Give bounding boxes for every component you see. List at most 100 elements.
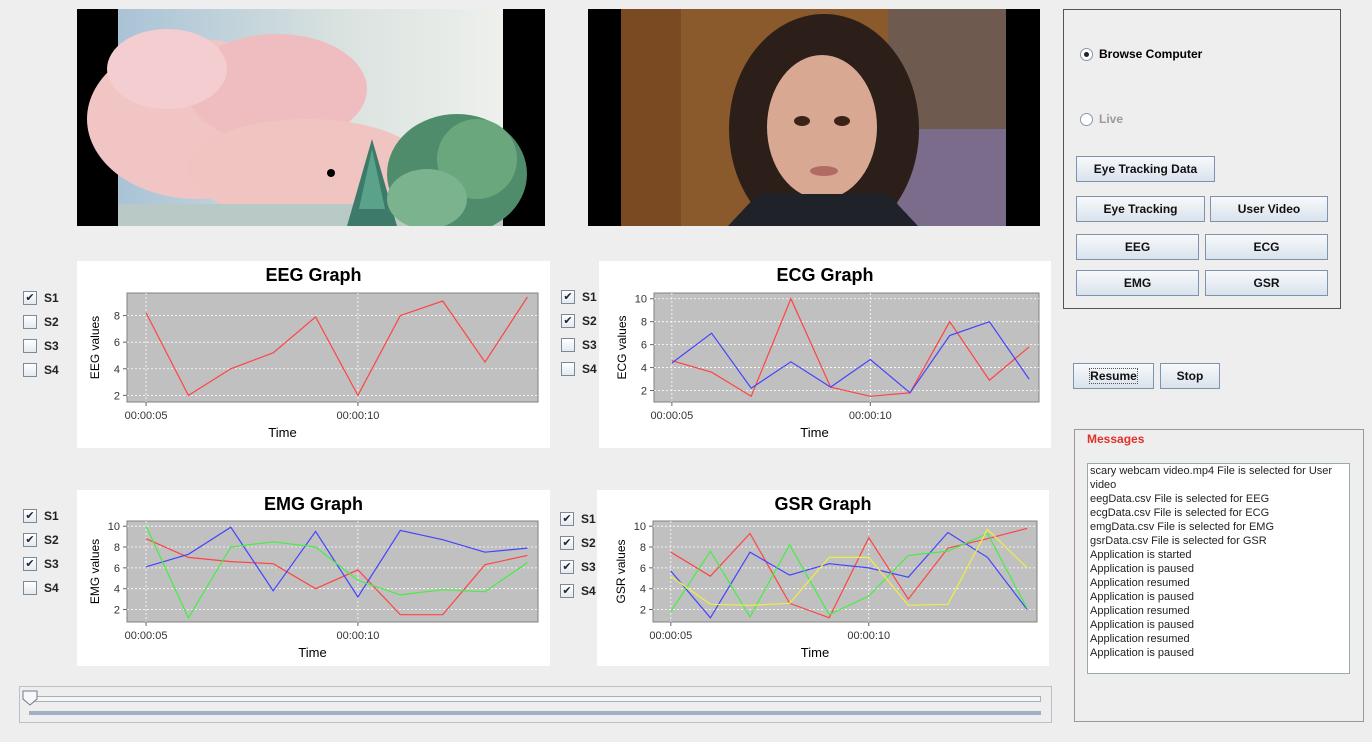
ecg-graph-panel: ECG Graph 2 4 6 8 10 00:00:05 00:00:10 Time ECG v… bbox=[599, 261, 1051, 448]
ecg-graph-title: ECG Graph bbox=[776, 265, 873, 285]
playback-slider[interactable] bbox=[19, 686, 1052, 723]
eeg-series-s1-line bbox=[145, 296, 528, 397]
stop-button[interactable]: Stop bbox=[1160, 363, 1220, 389]
gsr-checkbox-s1-box[interactable]: ✔ bbox=[560, 512, 574, 526]
gsr-checkbox-s2[interactable]: ✔ S2 bbox=[560, 535, 596, 551]
eeg-checkbox-s4-box[interactable] bbox=[23, 363, 37, 377]
emg-series-s1-line bbox=[145, 538, 528, 616]
gsr-checkbox-s4-box[interactable]: ✔ bbox=[560, 584, 574, 598]
gsr-checkbox-s4[interactable]: ✔ S4 bbox=[560, 583, 596, 599]
emg-checkbox-s3-label: S3 bbox=[44, 557, 59, 571]
eeg-checkbox-s4[interactable]: S4 bbox=[23, 362, 59, 378]
gsr-graph-panel: GSR Graph 2 4 6 8 10 00:00:05 00:00:10 Time GSR v… bbox=[597, 490, 1049, 666]
emg-series-s3-line bbox=[145, 525, 528, 620]
emg-checkbox-s3[interactable]: ✔ S3 bbox=[23, 556, 59, 572]
ecg-plot-area bbox=[653, 292, 1040, 403]
gsr-graph-svg: GSR Graph 2 4 6 8 10 00:00:05 00:00:10 Time GSR v… bbox=[614, 494, 1038, 660]
ecg-checkbox-s3[interactable]: S3 bbox=[561, 337, 597, 353]
gsr-button-label: GSR bbox=[1253, 276, 1280, 290]
eeg-checkbox-s2-box[interactable] bbox=[23, 315, 37, 329]
user-video-panel bbox=[588, 9, 1040, 226]
messages-panel: Messages scary webcam video.mp4 File is … bbox=[1074, 429, 1364, 722]
ecg-checkbox-s4-box[interactable] bbox=[561, 362, 575, 376]
gsr-checkbox-s3[interactable]: ✔ S3 bbox=[560, 559, 596, 575]
eeg-button[interactable]: EEG bbox=[1076, 234, 1199, 260]
gsr-y-tick-label: 4 bbox=[640, 584, 646, 596]
emg-button[interactable]: EMG bbox=[1076, 270, 1199, 296]
radio-live[interactable]: Live bbox=[1080, 112, 1123, 126]
emg-checkbox-s4[interactable]: S4 bbox=[23, 580, 59, 596]
eeg-button-label: EEG bbox=[1124, 240, 1151, 254]
emg-button-label: EMG bbox=[1123, 276, 1152, 290]
ecg-graph-svg: ECG Graph 2 4 6 8 10 00:00:05 00:00:10 Time ECG v… bbox=[615, 265, 1040, 440]
eeg-y-tick-label: 6 bbox=[114, 337, 120, 349]
ecg-checkbox-s4[interactable]: S4 bbox=[561, 361, 597, 377]
playback-slider-track[interactable] bbox=[29, 696, 1041, 702]
gsr-checkbox-s2-box[interactable]: ✔ bbox=[560, 536, 574, 550]
radio-browse-computer-dot[interactable] bbox=[1080, 47, 1093, 61]
eeg-checkbox-s3-box[interactable] bbox=[23, 339, 37, 353]
eeg-checkbox-s2[interactable]: S2 bbox=[23, 314, 59, 330]
radio-browse-computer-label: Browse Computer bbox=[1099, 47, 1203, 61]
ecg-checkbox-s3-box[interactable] bbox=[561, 338, 575, 352]
ecg-checkbox-s3-label: S3 bbox=[582, 338, 597, 352]
message-line: Application resumed bbox=[1090, 633, 1190, 645]
gsr-checkbox-s1[interactable]: ✔ S1 bbox=[560, 511, 596, 527]
ecg-checkbox-s2[interactable]: ✔ S2 bbox=[561, 313, 597, 329]
ecg-button[interactable]: ECG bbox=[1205, 234, 1328, 260]
gsr-x-tick-label: 00:00:10 bbox=[847, 630, 890, 642]
messages-log[interactable]: scary webcam video.mp4 File is selected … bbox=[1087, 463, 1350, 674]
playback-slider-thumb[interactable] bbox=[22, 690, 38, 706]
ecg-checkbox-s1[interactable]: ✔ S1 bbox=[561, 289, 597, 305]
ecg-checkbox-s1-label: S1 bbox=[582, 290, 597, 304]
eeg-x-tick-label: 00:00:05 bbox=[125, 410, 168, 422]
emg-checkbox-s1[interactable]: ✔ S1 bbox=[23, 508, 59, 524]
ecg-series-s1-line bbox=[671, 297, 1030, 398]
eeg-checkbox-s1[interactable]: ✔ S1 bbox=[23, 290, 59, 306]
emg-checkbox-s4-box[interactable] bbox=[23, 581, 37, 595]
eeg-checkbox-s1-box[interactable]: ✔ bbox=[23, 291, 37, 305]
gsr-series-s1-line bbox=[670, 527, 1028, 619]
gsr-checkbox-s3-box[interactable]: ✔ bbox=[560, 560, 574, 574]
resume-button[interactable]: Resume bbox=[1073, 363, 1154, 389]
message-line: Application is paused bbox=[1090, 563, 1194, 575]
stimulus-video-panel bbox=[77, 9, 545, 226]
gsr-y-axis-label: GSR values bbox=[614, 539, 628, 603]
gsr-checkbox-s1-label: S1 bbox=[581, 512, 596, 526]
gsr-y-tick-label: 10 bbox=[634, 521, 646, 533]
eeg-graph-panel: EEG Graph 2 4 6 8 00:00:05 00:00:10 Time EEG val… bbox=[77, 261, 550, 448]
emg-checkbox-s1-box[interactable]: ✔ bbox=[23, 509, 37, 523]
eeg-checkbox-s2-label: S2 bbox=[44, 315, 59, 329]
eeg-checkbox-s3[interactable]: S3 bbox=[23, 338, 59, 354]
ecg-y-tick-label: 4 bbox=[641, 363, 647, 375]
eeg-checkbox-s1-label: S1 bbox=[44, 291, 59, 305]
ecg-checkbox-s2-label: S2 bbox=[582, 314, 597, 328]
ecg-checkbox-s2-box[interactable]: ✔ bbox=[561, 314, 575, 328]
messages-title: Messages bbox=[1087, 432, 1145, 446]
ecg-checkbox-s1-box[interactable]: ✔ bbox=[561, 290, 575, 304]
message-line: Application is started bbox=[1090, 549, 1192, 561]
source-control-panel: Browse Computer Live Eye Tracking Data E… bbox=[1063, 9, 1341, 309]
eeg-graph-title: EEG Graph bbox=[265, 265, 361, 285]
stimulus-video-frame bbox=[87, 9, 527, 226]
eeg-y-tick-label: 4 bbox=[114, 364, 120, 376]
gsr-x-tick-label: 00:00:05 bbox=[649, 630, 692, 642]
radio-live-dot[interactable] bbox=[1080, 112, 1093, 126]
user-video-button[interactable]: User Video bbox=[1210, 196, 1328, 222]
emg-checkbox-s2[interactable]: ✔ S2 bbox=[23, 532, 59, 548]
eye-tracking-data-button[interactable]: Eye Tracking Data bbox=[1076, 156, 1215, 182]
gsr-checkbox-s4-label: S4 bbox=[581, 584, 596, 598]
ecg-button-label: ECG bbox=[1253, 240, 1280, 254]
emg-y-tick-label: 2 bbox=[114, 605, 120, 617]
ecg-x-tick-label: 00:00:10 bbox=[849, 410, 892, 422]
emg-checkbox-s4-label: S4 bbox=[44, 581, 59, 595]
emg-checkbox-s2-box[interactable]: ✔ bbox=[23, 533, 37, 547]
message-line: emgData.csv File is selected for EMG bbox=[1090, 521, 1275, 533]
emg-checkbox-s3-box[interactable]: ✔ bbox=[23, 557, 37, 571]
radio-browse-computer[interactable]: Browse Computer bbox=[1080, 47, 1202, 61]
gsr-button[interactable]: GSR bbox=[1205, 270, 1328, 296]
eye-tracking-button[interactable]: Eye Tracking bbox=[1076, 196, 1205, 222]
gsr-y-tick-label: 2 bbox=[640, 605, 646, 617]
user-video-frame bbox=[621, 9, 1006, 226]
emg-x-tick-label: 00:00:10 bbox=[337, 630, 380, 642]
